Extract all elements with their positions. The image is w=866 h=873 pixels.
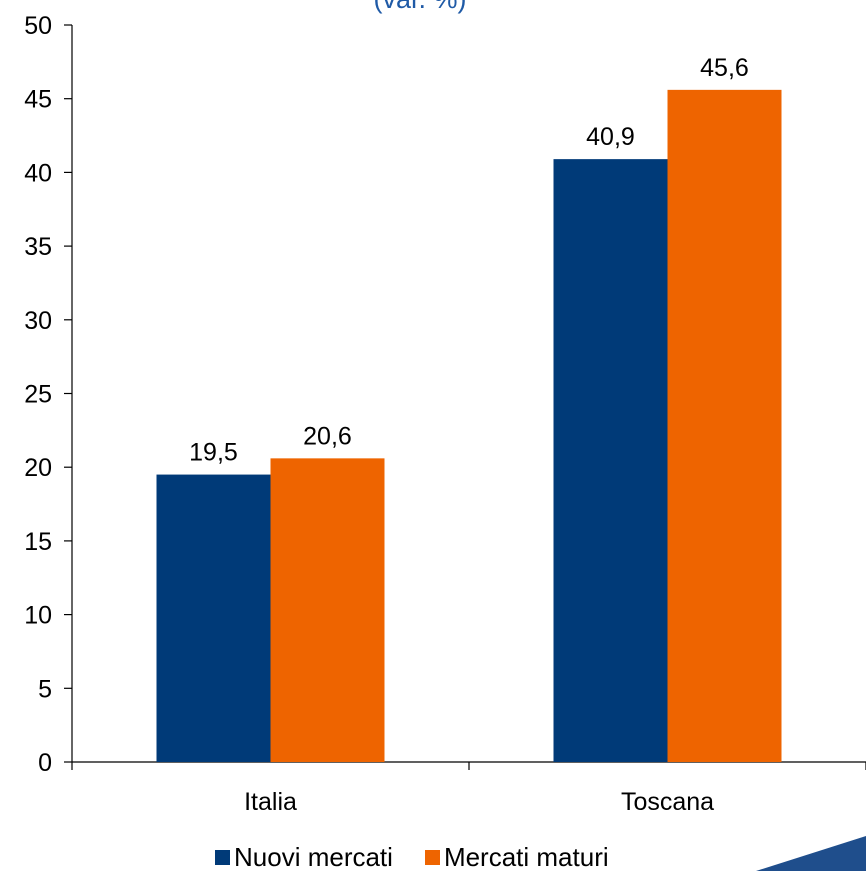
legend: Nuovi mercati Mercati maturi [215, 842, 609, 873]
x-tick-label: Italia [244, 788, 297, 816]
y-tick-label: 50 [24, 12, 52, 40]
y-tick-label: 25 [24, 381, 52, 409]
bar-mercati-maturi-toscana [667, 89, 782, 762]
y-tick-label: 0 [38, 749, 52, 777]
chart-title: (var. %) [373, 0, 466, 14]
bar-nuovi-mercati-italia [156, 474, 271, 762]
x-tick-label: Toscana [621, 788, 714, 816]
data-label: 20,6 [303, 422, 352, 450]
data-label: 40,9 [586, 123, 635, 151]
y-tick-label: 15 [24, 528, 52, 556]
legend-swatch-nuovi-mercati [215, 850, 230, 865]
chart-bars: 19,5 20,6 40,9 45,6 [156, 54, 782, 762]
chart-axes: 0 5 10 15 20 25 30 35 40 45 50 Italia Toscana [24, 12, 866, 816]
corner-accent-shape [756, 836, 866, 871]
y-tick-label: 20 [24, 454, 52, 482]
y-tick-label: 40 [24, 159, 52, 187]
legend-label-mercati-maturi: Mercati maturi [443, 842, 609, 872]
data-label: 19,5 [189, 439, 238, 467]
data-label: 45,6 [700, 54, 749, 82]
bar-nuovi-mercati-toscana [553, 159, 668, 762]
legend-item-mercati-maturi: Mercati maturi [424, 842, 609, 873]
y-tick-label: 10 [24, 602, 52, 630]
y-tick-label: 35 [24, 233, 52, 261]
y-tick-label: 5 [38, 675, 52, 703]
y-tick-label: 45 [24, 86, 52, 114]
y-tick-label: 30 [24, 307, 52, 335]
bar-mercati-maturi-italia [270, 458, 385, 762]
legend-label-nuovi-mercati: Nuovi mercati [234, 842, 393, 872]
legend-item-nuovi-mercati: Nuovi mercati [215, 842, 393, 873]
legend-swatch-mercati-maturi [424, 850, 440, 865]
